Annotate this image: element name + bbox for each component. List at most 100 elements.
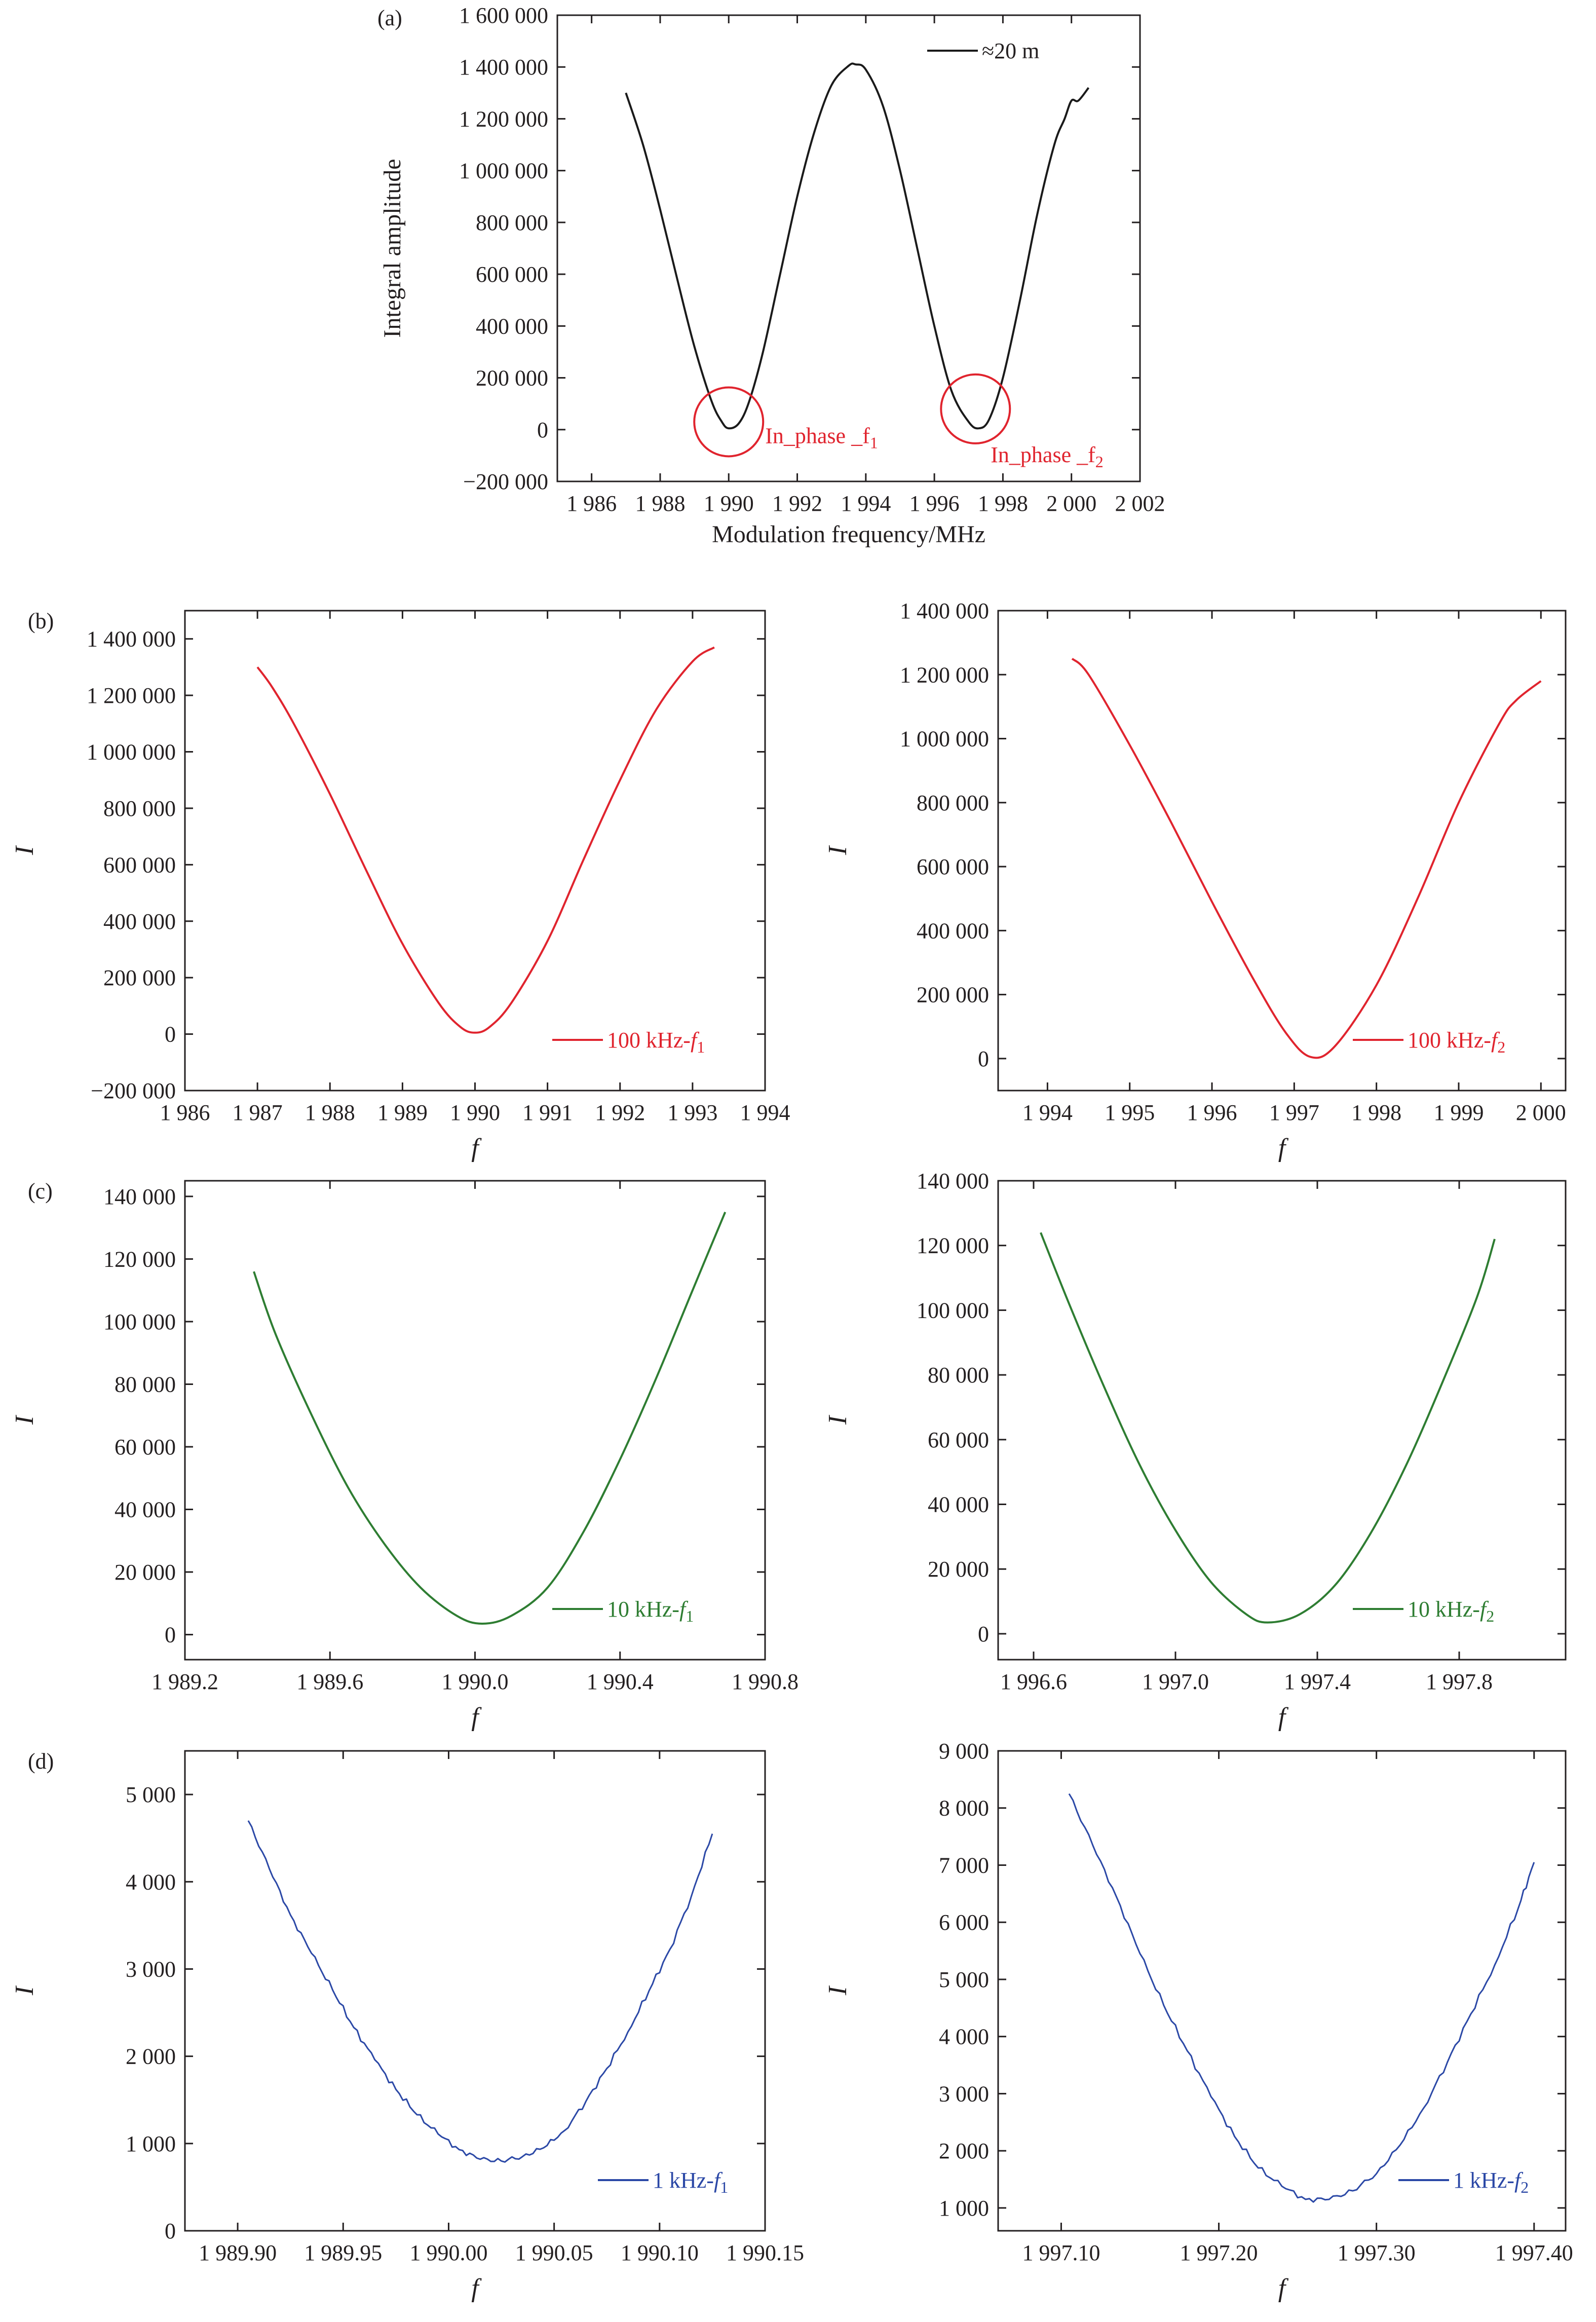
y-axis-title: I [823, 1985, 852, 1996]
x-tick-label: 1 988 [635, 491, 685, 516]
annotation-circle [940, 373, 1011, 444]
x-tick-label: 1 989.90 [199, 2240, 277, 2265]
y-tick-label: 4 000 [939, 2025, 989, 2049]
x-tick-label: 1 997.30 [1338, 2240, 1416, 2265]
y-tick-label: 140 000 [917, 1169, 989, 1193]
x-tick-label: 1 992 [772, 491, 822, 516]
x-tick-label: 1 989.2 [151, 1669, 218, 1694]
y-tick-label: −200 000 [463, 469, 548, 494]
x-tick-label: 1 990 [450, 1100, 500, 1125]
annotation-circle [693, 386, 765, 458]
y-tick-label: 200 000 [476, 366, 548, 391]
x-tick-label: 1 997.8 [1426, 1669, 1493, 1694]
y-tick-label: 0 [165, 2219, 176, 2243]
y-tick-label: 1 400 000 [900, 598, 989, 623]
chart-panel-d2: 1 997.10 1 997.20 1 997.30 1 997.40 1 000 2 0… [823, 1739, 1573, 2303]
legend-label-main: 100 kHz- [1408, 1028, 1491, 1053]
y-tick-label: 9 000 [939, 1739, 989, 1764]
series-line-c2 [1040, 1232, 1496, 1624]
legend-label-main: 100 kHz- [607, 1028, 691, 1053]
x-tick-label: 1 990.4 [587, 1669, 654, 1694]
legend-b2: 100 kHz-f2 [1353, 1028, 1505, 1056]
y-axis-title: I [10, 845, 39, 855]
y-axis-title: Integral amplitude [379, 159, 406, 338]
x-tick-label: 1 987 [233, 1100, 283, 1125]
y-tick-label: 1 600 000 [459, 3, 548, 28]
legend-label: ≈20 m [982, 39, 1039, 63]
y-tick-label: 1 200 000 [900, 662, 989, 687]
panel-label: (d) [28, 1749, 54, 1774]
series-line-a [625, 62, 1090, 430]
annotation-label: In_phase _f1 [765, 423, 878, 452]
y-tick-label: 8 000 [939, 1796, 989, 1821]
x-tick-label: 1 992 [595, 1100, 645, 1125]
plot-frame [184, 610, 766, 1092]
x-tick-label: 1 998 [978, 491, 1028, 516]
annotation-label-main: In_phase _f [765, 423, 870, 448]
plot-frame [184, 1750, 766, 2232]
x-tick-label: 1 994 [841, 491, 891, 516]
annotation-label: In_phase _f2 [991, 442, 1103, 471]
y-tick-label: 3 000 [939, 2081, 989, 2106]
y-tick-label: 1 000 000 [900, 727, 989, 752]
y-tick-label: 20 000 [928, 1557, 989, 1582]
y-tick-label: 100 000 [917, 1298, 989, 1323]
x-tick-label: 2 002 [1115, 491, 1165, 516]
y-tick-label: 1 400 000 [87, 627, 176, 652]
y-tick-label: 600 000 [103, 852, 176, 877]
panel-label: (b) [28, 609, 54, 633]
x-tick-label: 1 990.10 [621, 2240, 699, 2265]
y-tick-label: 3 000 [126, 1957, 176, 1981]
x-tick-label: 1 997.40 [1495, 2240, 1573, 2265]
plot-frame [184, 1180, 766, 1661]
x-axis-title: f [1278, 1703, 1289, 1732]
x-tick-label: 1 999 [1433, 1100, 1484, 1125]
x-axis-title: f [471, 2274, 482, 2303]
y-axis-title: I [10, 1985, 39, 1996]
x-axis-title: f [1278, 2274, 1289, 2303]
y-tick-label: 7 000 [939, 1853, 989, 1878]
y-axis-title: I [823, 1414, 852, 1425]
x-tick-label: 1 990.15 [726, 2240, 804, 2265]
y-tick-label: 1 200 000 [87, 683, 176, 708]
y-tick-label: 40 000 [928, 1492, 989, 1517]
x-tick-label: 1 994 [740, 1100, 790, 1125]
annotation-label-main: In_phase _f [991, 442, 1095, 467]
legend-b1: 100 kHz-f1 [552, 1028, 705, 1056]
x-tick-label: 1 997 [1269, 1100, 1319, 1125]
x-tick-label: 1 996 [909, 491, 960, 516]
y-tick-label: 2 000 [126, 2044, 176, 2069]
y-axis-title: I [10, 1414, 39, 1425]
y-tick-label: 5 000 [939, 1967, 989, 1992]
y-tick-label: 60 000 [115, 1435, 176, 1459]
x-tick-label: 1 997.4 [1284, 1669, 1351, 1694]
y-tick-label: 400 000 [917, 918, 989, 943]
x-tick-label: 1 995 [1105, 1100, 1155, 1125]
y-tick-label: 100 000 [103, 1309, 176, 1334]
legend-c1: 10 kHz-f1 [552, 1597, 694, 1625]
legend-label-subscript: 2 [1486, 1607, 1494, 1625]
legend-c2: 10 kHz-f2 [1353, 1597, 1494, 1625]
legend-label-main: 1 kHz- [1453, 2168, 1514, 2193]
y-tick-label: 1 000 000 [459, 159, 548, 183]
legend-label-main: 10 kHz- [607, 1597, 679, 1622]
y-tick-label: 600 000 [476, 262, 548, 287]
series-line-b2 [1071, 658, 1542, 1059]
x-tick-label: 1 986 [160, 1100, 210, 1125]
y-tick-label: 80 000 [115, 1372, 176, 1397]
x-tick-label: 2 000 [1046, 491, 1096, 516]
y-tick-label: 800 000 [917, 791, 989, 815]
legend-label-subscript: 2 [1521, 2178, 1529, 2196]
y-tick-label: 1 000 [939, 2196, 989, 2221]
y-tick-label: 400 000 [103, 909, 176, 934]
x-axis-title: f [1278, 1134, 1289, 1163]
plot-frame [997, 1180, 1567, 1661]
legend-d1: 1 kHz-f1 [598, 2168, 728, 2196]
y-tick-label: 4 000 [126, 1869, 176, 1894]
chart-panel-d1: (d) 1 989.90 1 989.95 1 990.00 1 990.05 1 990… [10, 1749, 804, 2303]
x-tick-label: 1 989.6 [296, 1669, 363, 1694]
y-tick-label: 800 000 [103, 796, 176, 821]
x-tick-label: 1 997.20 [1180, 2240, 1258, 2265]
legend-label-subscript: 1 [686, 1607, 694, 1625]
